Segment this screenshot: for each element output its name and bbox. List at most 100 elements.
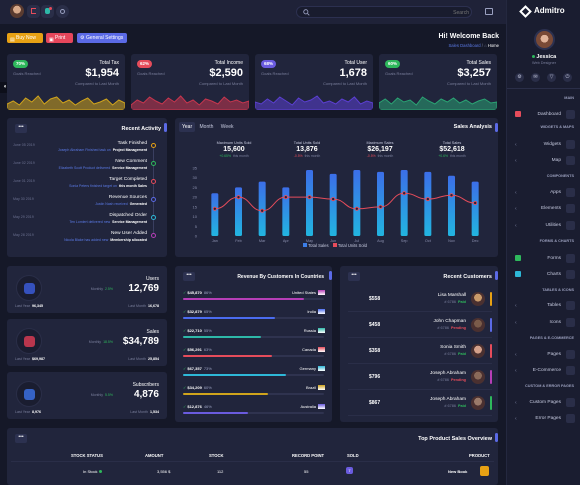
activity-item[interactable]: June 01 2019 Target Completed Sonia Peters… — [7, 176, 167, 196]
units-sold-point[interactable] — [354, 206, 359, 211]
breadcrumb-home[interactable]: Home — [487, 43, 499, 48]
sidebar-item-dashboard[interactable]: Dashboard — [515, 110, 577, 120]
sidebar-item-ecommerce[interactable]: ‹ E-Commerce — [515, 366, 577, 376]
sales-bar[interactable] — [282, 187, 290, 236]
breadcrumb-current[interactable]: Sales Dashboard — [448, 43, 481, 48]
stat-label: Total Sales — [466, 60, 491, 66]
revenue-bar-fill — [183, 298, 305, 300]
profile-icon-mail[interactable]: ✉ — [531, 73, 540, 82]
sidebar-section-heading: TABLES & ICONS — [542, 288, 574, 292]
customer-status: Paid — [457, 404, 466, 408]
units-sold-point[interactable] — [402, 191, 407, 196]
units-sold-point[interactable] — [283, 195, 288, 200]
buy-now-button[interactable]: ▤ Buy Now — [7, 33, 43, 43]
units-sold-point[interactable] — [260, 208, 265, 213]
revenue-menu-button[interactable]: ••• — [183, 272, 195, 281]
sales-bar[interactable] — [424, 171, 432, 236]
sidebar-item-icons[interactable]: ‹ Icons — [515, 318, 577, 328]
table-row[interactable]: In Stock 3,556 $ 112 55 7 New Book — [7, 466, 498, 478]
sales-bar[interactable] — [400, 169, 408, 236]
search-icon[interactable] — [303, 9, 310, 16]
sidebar-item-label: Map — [551, 158, 561, 163]
profile-avatar[interactable] — [534, 29, 555, 50]
print-button[interactable]: ▣ Print — [46, 33, 73, 43]
customer-row[interactable]: $558 Lisa Marshall # 6786 Paid — [348, 286, 492, 312]
sales-bar[interactable] — [211, 193, 219, 236]
sidebar-item-apps[interactable]: ‹ Apps — [515, 188, 577, 198]
units-sold-point[interactable] — [473, 200, 478, 205]
activity-item[interactable]: June 02 2019 New Comment Elizabeth Scott P… — [7, 158, 167, 178]
units-sold-point[interactable] — [212, 206, 217, 211]
fullscreen-icon[interactable] — [485, 8, 493, 15]
activity-title: New User Added — [111, 231, 147, 236]
user-avatar[interactable] — [10, 4, 24, 18]
sidebar-item-utilities[interactable]: ‹ Utilities — [515, 221, 577, 231]
country-name: Russia — [303, 328, 316, 333]
mini-icon-glyph — [24, 283, 35, 294]
general-settings-button[interactable]: ⚙ General Settings — [77, 33, 127, 43]
units-sold-point[interactable] — [307, 195, 312, 200]
sidebar-item-charts[interactable]: Charts — [515, 270, 577, 280]
customer-row[interactable]: $796 Joseph Abraham # 6786 Pending — [348, 364, 492, 390]
profile-icon-settings[interactable]: ⚙ — [515, 73, 524, 82]
activity-item[interactable]: May 28 2019 New User Added Nicola Blake ha… — [7, 230, 167, 250]
units-sold-point[interactable] — [331, 197, 336, 202]
sales-bar[interactable] — [329, 173, 337, 236]
activity-item[interactable]: June 05 2019 Task Finished Joseph Abraham … — [7, 140, 167, 160]
side-toggle-button[interactable]: ◐ — [0, 82, 11, 93]
sidebar-item-elements[interactable]: ‹ Elements — [515, 204, 577, 214]
sales-bar[interactable] — [306, 169, 313, 236]
sidebar-item-pages[interactable]: ‹ Pages — [515, 350, 577, 360]
customer-row[interactable]: $458 John Chapman # 6786 Pending — [348, 312, 492, 338]
sales-bar[interactable] — [377, 171, 384, 236]
y-tick-label: 10 — [193, 214, 198, 219]
units-sold-point[interactable] — [425, 197, 430, 202]
notification-icon[interactable] — [41, 5, 54, 18]
revenue-row: ✓$32,879 65% India — [175, 307, 332, 323]
buy-now-label: Buy Now — [16, 35, 37, 41]
sales-ribbon — [495, 123, 498, 132]
apps-icon — [566, 188, 575, 197]
profile-name-text: Jessica — [536, 54, 557, 60]
units-sold-point[interactable] — [378, 204, 383, 209]
activity-menu-button[interactable]: ••• — [15, 124, 27, 133]
sales-bar[interactable] — [448, 175, 455, 236]
profile-icon-power[interactable]: ⏻ — [563, 73, 572, 82]
mini-stat-icon — [16, 328, 42, 354]
customers-menu-button[interactable]: ••• — [348, 272, 360, 281]
profile-icon-filter[interactable]: ▽ — [547, 73, 556, 82]
sales-bar[interactable] — [235, 187, 242, 236]
settings-icon[interactable] — [56, 5, 69, 18]
last-month-value: 16,678 — [148, 304, 159, 308]
tab-week[interactable]: Week — [220, 124, 234, 130]
sidebar-item-tables[interactable]: ‹ Tables — [515, 301, 577, 311]
activity-item[interactable]: May 29 2019 Dispatched Order Ten Lomlert d… — [7, 212, 167, 232]
activity-item[interactable]: May 30 2019 Revenue Sources Justin Nash re… — [7, 194, 167, 214]
tab-year[interactable]: Year — [179, 122, 196, 132]
general-settings-label: General Settings — [86, 35, 124, 41]
sales-bar[interactable] — [471, 181, 479, 236]
sales-bar[interactable] — [353, 169, 361, 236]
units-sold-point[interactable] — [236, 195, 241, 200]
home-icon[interactable]: ⌂ — [484, 43, 487, 48]
sidebar-item-widgets[interactable]: ‹ Widgets — [515, 140, 577, 150]
units-sold-point[interactable] — [449, 193, 454, 198]
activity-desc-strong: this month Sales — [118, 184, 147, 188]
customer-row[interactable]: $358 Sonia Smith # 6786 Paid — [348, 338, 492, 364]
chevron-left-icon: ‹ — [515, 190, 517, 196]
customer-row[interactable]: $867 Joseph Abraham # 6786 Paid — [348, 390, 492, 416]
sidebar-item-forms[interactable]: Forms — [515, 254, 577, 264]
activity-desc: Elizabeth Scott Product delivered Service… — [59, 166, 147, 170]
flag-icon[interactable] — [27, 5, 40, 18]
sidebar-item-error-pages[interactable]: ‹ Error Pages — [515, 414, 577, 424]
overview-menu-button[interactable]: ••• — [15, 434, 27, 443]
revenue-row: ✓$22,710 55% Russia — [175, 326, 332, 342]
sidebar-item-map[interactable]: ‹ Map — [515, 156, 577, 166]
brand-logo[interactable] — [519, 5, 532, 18]
sidebar-item-custom-pages[interactable]: ‹ Custom Pages — [515, 398, 577, 408]
mini-stat-value: $34,789 — [122, 336, 159, 347]
search-input[interactable] — [311, 9, 469, 16]
revenue-pct: 55% — [203, 328, 212, 333]
stat-note: Compared to Last Month — [198, 81, 243, 86]
tab-month[interactable]: Month — [199, 124, 214, 130]
